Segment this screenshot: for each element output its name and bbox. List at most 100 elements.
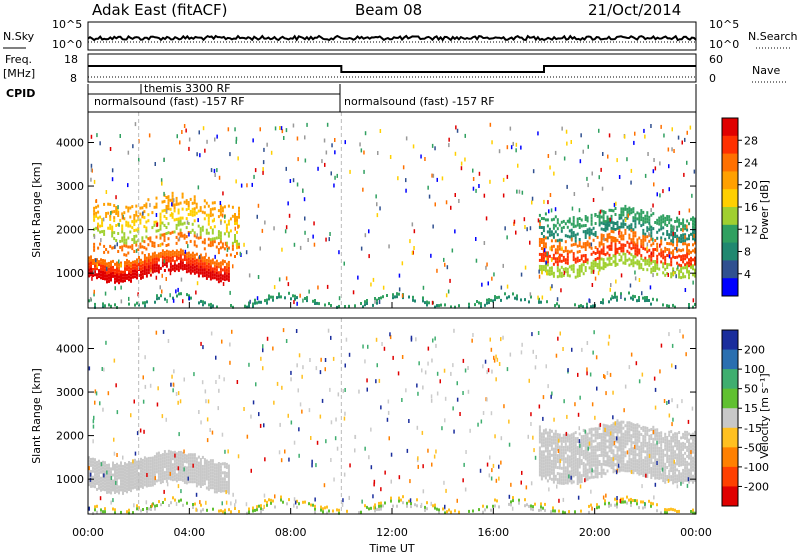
heatmap-cell (217, 477, 220, 480)
heatmap-cell (219, 270, 222, 274)
heatmap-cell (560, 478, 563, 482)
heatmap-cell (668, 251, 671, 255)
heatmap-cell (178, 499, 180, 503)
heatmap-cell (592, 439, 595, 443)
heatmap-cell (674, 477, 677, 481)
heatmap-cell (641, 291, 643, 296)
heatmap-cell (542, 453, 545, 457)
heatmap-cell (590, 216, 593, 220)
heatmap-cell (630, 247, 633, 251)
heatmap-cell (684, 263, 687, 267)
heatmap-cell (655, 432, 658, 437)
heatmap-cell (203, 259, 206, 263)
heatmap-cell (544, 236, 547, 240)
heatmap-cell (203, 274, 206, 278)
heatmap-cell (196, 152, 198, 157)
heatmap-cell (304, 500, 306, 504)
heatmap-cell (644, 232, 647, 236)
heatmap-cell (436, 304, 438, 308)
heatmap-cell (96, 472, 98, 476)
heatmap-cell (165, 473, 168, 477)
heatmap-cell (227, 278, 230, 282)
heatmap-cell (366, 299, 368, 302)
heatmap-cell (686, 228, 689, 232)
heatmap-cell (193, 195, 196, 199)
heatmap-cell (588, 437, 591, 441)
heatmap-cell (145, 268, 148, 272)
heatmap-cell (618, 228, 621, 232)
heatmap-cell (227, 479, 230, 483)
heatmap-cell (310, 503, 312, 507)
heatmap-cell (578, 223, 581, 226)
heatmap-cell (694, 466, 696, 470)
heatmap-cell (660, 455, 663, 459)
heatmap-cell (235, 179, 237, 184)
heatmap-cell (572, 441, 575, 445)
heatmap-cell (540, 241, 543, 244)
heatmap-cell (451, 248, 454, 253)
heatmap-cell (574, 470, 577, 474)
heatmap-cell (177, 223, 180, 227)
heatmap-cell (136, 469, 138, 473)
heatmap-cell (612, 437, 615, 441)
heatmap-cell (676, 435, 679, 439)
heatmap-cell (204, 148, 206, 153)
heatmap-cell (113, 231, 116, 235)
heatmap-cell (557, 438, 560, 443)
heatmap-cell (293, 300, 295, 305)
heatmap-cell (652, 461, 655, 465)
heatmap-cell (118, 473, 120, 477)
heatmap-cell (579, 159, 582, 164)
heatmap-cell (618, 216, 621, 220)
heatmap-cell (155, 213, 158, 217)
heatmap-cell (179, 257, 182, 261)
nsky-tick-low: 10^0 (52, 38, 82, 51)
heatmap-cell (219, 237, 222, 241)
heatmap-cell (664, 471, 667, 475)
heatmap-cell (630, 425, 633, 429)
heatmap-cell (204, 301, 206, 305)
heatmap-cell (201, 476, 204, 480)
heatmap-cell (207, 472, 210, 476)
heatmap-cell (492, 504, 494, 508)
heatmap-cell (650, 504, 652, 508)
heatmap-cell (214, 254, 216, 259)
heatmap-cell (580, 447, 583, 451)
heatmap-cell (688, 261, 690, 265)
heatmap-cell (490, 298, 492, 302)
heatmap-cell (660, 443, 663, 447)
heatmap-cell (215, 490, 218, 494)
heatmap-cell (227, 464, 230, 468)
heatmap-cell (183, 264, 186, 267)
heatmap-cell (552, 262, 555, 266)
heatmap-cell (521, 342, 523, 347)
heatmap-cell (462, 478, 464, 483)
heatmap-cell (598, 253, 601, 257)
heatmap-cell (252, 302, 254, 306)
nsearch-label: N.Search (748, 30, 798, 43)
heatmap-cell (670, 460, 673, 464)
heatmap-cell (672, 433, 675, 437)
heatmap-cell (362, 305, 364, 309)
heatmap-cell (96, 510, 98, 514)
heatmap-cell (680, 222, 683, 226)
heatmap-cell (662, 455, 665, 459)
heatmap-cell (178, 236, 181, 241)
heatmap-cell (640, 447, 643, 451)
heatmap-cell (612, 428, 615, 432)
heatmap-cell (179, 474, 182, 478)
heatmap-cell (610, 247, 613, 251)
heatmap-cell (600, 432, 603, 436)
heatmap-cell (586, 441, 589, 445)
heatmap-cell (120, 467, 122, 471)
heatmap-cell (512, 496, 514, 500)
heatmap-cell (660, 446, 663, 450)
heatmap-cell (674, 256, 677, 259)
heatmap-cell (215, 469, 218, 473)
heatmap-cell (614, 445, 617, 449)
heatmap-cell (98, 474, 100, 478)
heatmap-cell (131, 244, 134, 248)
heatmap-cell (591, 468, 593, 473)
heatmap-cell (580, 435, 583, 439)
